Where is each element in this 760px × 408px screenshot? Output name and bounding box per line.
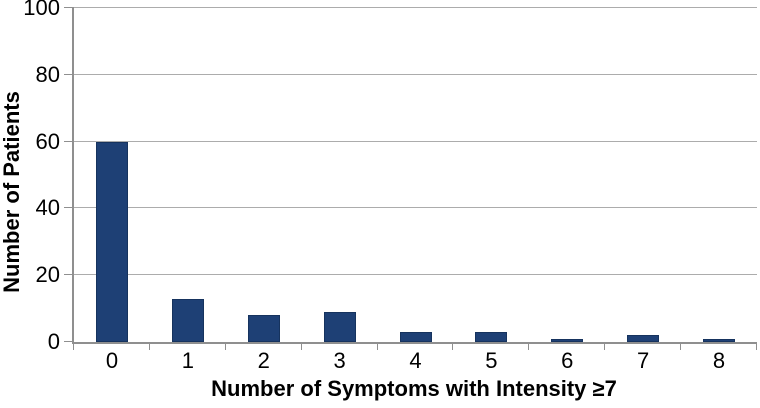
bar-category-5 [475, 331, 508, 342]
y-tick-label-0: 0 [47, 329, 60, 354]
x-axis-title: Number of Symptoms with Intensity ≥7 [211, 376, 617, 401]
y-tick-label-80: 80 [35, 61, 60, 87]
x-tick-label-5: 5 [485, 348, 498, 373]
bar-category-8 [703, 338, 736, 342]
bar-category-1 [171, 298, 204, 342]
y-tick-label-100: 100 [23, 0, 60, 20]
bar-category-2 [247, 315, 280, 342]
x-axis-tick [604, 344, 606, 350]
x-axis-tick [148, 344, 150, 350]
y-axis-tick [64, 207, 74, 209]
x-axis-tick [452, 344, 454, 350]
x-tick-label-3: 3 [333, 348, 346, 373]
bar-category-7 [627, 335, 660, 342]
y-axis-tick [64, 7, 74, 8]
x-tick-label-2: 2 [257, 348, 270, 373]
y-axis-tick [64, 341, 74, 342]
x-axis-tick [224, 344, 226, 350]
x-tick-label-7: 7 [637, 348, 650, 373]
bar-category-0 [95, 141, 128, 342]
x-tick-label-8: 8 [712, 348, 726, 373]
y-tick-label-60: 60 [35, 128, 60, 154]
y-axis-tick [64, 140, 74, 142]
x-axis-tick [300, 344, 302, 350]
y-axis-title: Number of Patients [0, 91, 24, 293]
x-axis-tick [73, 344, 74, 350]
gridline-40 [74, 207, 757, 209]
x-axis-tick [528, 344, 530, 350]
bar-category-6 [551, 338, 584, 342]
x-axis-tick [680, 344, 682, 350]
y-axis-tick [64, 73, 74, 75]
gridline-100 [74, 7, 757, 8]
x-axis-tick [756, 344, 757, 350]
gridline-20 [74, 274, 757, 276]
plot-area: 0 20 40 60 80 100 0 1 2 3 4 5 6 7 8 [23, 0, 757, 373]
x-tick-label-4: 4 [409, 348, 422, 373]
y-tick-label-40: 40 [35, 195, 60, 221]
bar-category-4 [399, 331, 432, 342]
x-tick-label-0: 0 [105, 348, 119, 373]
gridline-60 [74, 140, 757, 142]
bar-category-3 [323, 311, 356, 342]
x-tick-label-6: 6 [561, 348, 574, 373]
y-axis-tick [64, 274, 74, 276]
y-tick-label-20: 20 [35, 262, 60, 288]
x-axis-tick [376, 344, 378, 350]
x-tick-label-1: 1 [181, 348, 194, 373]
gridline-80 [74, 73, 757, 75]
